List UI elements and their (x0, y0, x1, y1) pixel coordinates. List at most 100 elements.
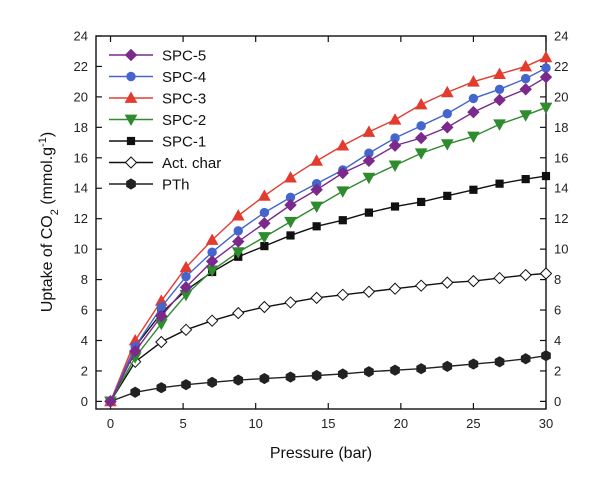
point-spc-3-15 (493, 67, 506, 79)
point-spc-2-6 (258, 232, 271, 244)
point-spc-5-15 (493, 93, 506, 107)
point-spc-3-14 (467, 75, 480, 87)
x-tick-label-10: 10 (248, 416, 262, 431)
series-line-spc-2 (109, 106, 547, 402)
y-tick-label-right-6: 6 (554, 303, 561, 318)
point-spc-5-8 (310, 183, 323, 196)
point-spc-3-9 (336, 139, 350, 151)
point-act-char-13 (441, 276, 454, 289)
y-tick-label-right-0: 0 (554, 394, 561, 409)
point-spc-5-6 (258, 217, 271, 230)
point-spc-1-6 (260, 241, 269, 251)
point-act-char-7 (284, 296, 297, 309)
point-spc-5-1 (128, 344, 142, 358)
x-tick-label-20: 20 (394, 416, 408, 431)
point-spc-2-7 (284, 216, 297, 229)
y-tick-label-right-20: 20 (554, 89, 568, 104)
point-act-char-16 (519, 268, 532, 282)
point-spc-2-12 (414, 148, 428, 160)
series-spc-5 (104, 70, 553, 408)
legend-marker-spc-2 (124, 114, 138, 127)
point-pth-4 (207, 376, 217, 388)
point-pth-13 (442, 360, 453, 372)
legend-entry-spc-2: SPC-2 (109, 112, 206, 129)
point-spc-5-11 (388, 139, 402, 152)
point-spc-3-10 (362, 125, 376, 137)
y-tick-label-left-6: 6 (81, 303, 88, 318)
point-spc-5-0 (104, 395, 117, 408)
y-axis-title-suffix: ) (39, 132, 56, 137)
point-spc-1-17 (541, 171, 551, 181)
series-act-char (104, 267, 553, 408)
y-tick-label-right-4: 4 (554, 333, 561, 348)
y-axis-title: Uptake of CO2 (mmol.g-1) (37, 132, 61, 312)
y-tick-label-right-12: 12 (554, 211, 568, 226)
point-spc-4-3 (181, 271, 191, 282)
point-spc-5-14 (467, 105, 480, 119)
y-tick-label-left-10: 10 (74, 242, 88, 257)
series-line-pth (110, 355, 547, 403)
y-tick-label-left-18: 18 (74, 120, 88, 135)
legend-label-spc-2: SPC-2 (162, 112, 206, 129)
y-tick-label-left-20: 20 (74, 89, 88, 104)
point-spc-1-7 (286, 231, 295, 240)
legend-marker-spc-4 (126, 71, 136, 82)
legend-entry-spc-3: SPC-3 (109, 91, 206, 108)
point-act-char-6 (258, 300, 271, 314)
legend-marker-spc-5 (124, 48, 138, 62)
y-tick-label-left-22: 22 (74, 59, 88, 74)
series-spc-1 (106, 171, 551, 406)
point-pth-11 (390, 364, 400, 376)
legend-marker-pth (126, 178, 136, 190)
point-spc-5-16 (519, 83, 532, 96)
y-axis-title-superscript: -1 (37, 137, 49, 147)
point-spc-4-15 (494, 84, 505, 94)
series-line-spc-3 (109, 56, 547, 402)
point-spc-4-13 (442, 108, 452, 119)
point-pth-1 (130, 386, 141, 398)
point-pth-12 (416, 363, 426, 375)
y-tick-label-right-14: 14 (554, 181, 568, 196)
legend-label-spc-3: SPC-3 (162, 91, 206, 108)
point-act-char-4 (205, 314, 219, 327)
point-pth-8 (311, 369, 322, 382)
y-tick-label-left-16: 16 (74, 150, 88, 165)
point-spc-3-13 (440, 85, 454, 98)
legend-entry-act-char: Act. char (109, 155, 221, 172)
point-act-char-8 (310, 291, 323, 305)
y-tick-label-right-2: 2 (554, 363, 561, 378)
point-pth-9 (337, 368, 348, 380)
point-act-char-11 (388, 282, 402, 295)
series-line-spc-5 (109, 76, 547, 402)
y-axis-title-subscript: 2 (49, 209, 61, 215)
x-tick-label-5: 5 (179, 416, 186, 431)
y-tick-label-left-14: 14 (74, 181, 88, 196)
point-pth-15 (494, 356, 505, 368)
point-spc-3-8 (310, 154, 323, 166)
point-pth-6 (259, 372, 270, 385)
point-act-char-14 (467, 274, 480, 288)
y-tick-label-right-18: 18 (554, 120, 568, 135)
point-spc-1-12 (417, 197, 426, 207)
point-spc-4-6 (259, 207, 270, 218)
point-spc-1-14 (469, 185, 478, 194)
point-spc-1-13 (443, 191, 452, 200)
plot-frame (95, 35, 547, 410)
legend-entry-spc-4: SPC-4 (109, 69, 206, 86)
point-spc-1-10 (364, 208, 374, 217)
point-spc-2-13 (440, 139, 454, 151)
point-spc-1-15 (495, 179, 504, 188)
legend-marker-spc-3 (124, 91, 138, 103)
point-spc-1-11 (390, 202, 400, 211)
point-pth-10 (364, 366, 374, 378)
x-axis-title: Pressure (bar) (270, 445, 372, 462)
point-spc-2-14 (467, 131, 480, 144)
y-tick-label-left-0: 0 (81, 394, 88, 409)
point-spc-2-15 (493, 119, 506, 131)
point-spc-5-12 (414, 131, 428, 145)
y-tick-label-left-24: 24 (74, 29, 88, 44)
point-act-char-17 (539, 267, 553, 280)
legend-label-spc-4: SPC-4 (162, 69, 206, 86)
